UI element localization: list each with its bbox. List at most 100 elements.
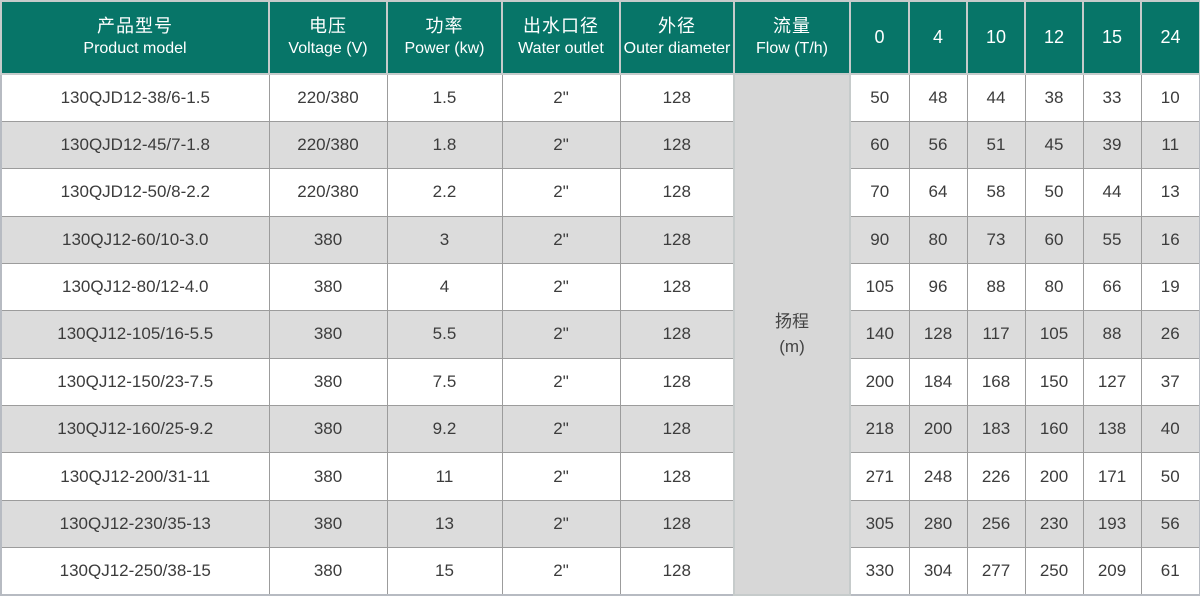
table-row: 130QJ12-200/31-11 380 11 2" 128 271 248 226 200 1… xyxy=(0,452,1200,501)
head-value-cell: 226 xyxy=(966,452,1026,501)
power-cell: 3 xyxy=(386,215,503,264)
model-cell: 130QJ12-80/12-4.0 xyxy=(0,262,270,312)
head-value-cell: 56 xyxy=(908,120,968,170)
head-value-cell: 64 xyxy=(908,168,968,217)
voltage-cell: 380 xyxy=(268,499,388,549)
head-value-cell: 280 xyxy=(908,499,968,549)
power-cell: 11 xyxy=(386,452,503,501)
head-value-cell: 128 xyxy=(908,310,968,359)
head-value-cell: 200 xyxy=(1024,452,1084,501)
col-header-outer: 外径 Outer diameter xyxy=(619,0,735,75)
model-cell: 130QJ12-250/38-15 xyxy=(0,547,270,596)
outlet-cell: 2" xyxy=(501,452,621,501)
table-row: 130QJ12-60/10-3.0 380 3 2" 128 90 80 73 60 55 16 xyxy=(0,215,1200,264)
outer-diameter-cell: 128 xyxy=(619,168,735,217)
power-cell: 2.2 xyxy=(386,168,503,217)
power-cell: 5.5 xyxy=(386,310,503,359)
head-value-cell: 48 xyxy=(908,73,968,122)
head-value-cell: 38 xyxy=(1024,73,1084,122)
power-cell: 9.2 xyxy=(386,405,503,454)
outlet-cell: 2" xyxy=(501,310,621,359)
model-cell: 130QJD12-38/6-1.5 xyxy=(0,73,270,122)
outer-diameter-cell: 128 xyxy=(619,405,735,454)
outer-diameter-cell: 128 xyxy=(619,262,735,312)
head-value-cell: 33 xyxy=(1082,73,1142,122)
outlet-cell: 2" xyxy=(501,262,621,312)
head-value-cell: 37 xyxy=(1140,357,1200,407)
col-header-model-en: Product model xyxy=(83,39,187,57)
col-header-outlet-en: Water outlet xyxy=(518,39,604,57)
head-value-cell: 200 xyxy=(908,405,968,454)
head-value-cell: 277 xyxy=(966,547,1026,596)
col-header-flow-rate-15: 15 xyxy=(1082,0,1142,75)
col-header-flow-rate-24: 24 xyxy=(1140,0,1200,75)
head-value-cell: 58 xyxy=(966,168,1026,217)
col-header-flow-zh: 流量 xyxy=(773,16,811,37)
outer-diameter-cell: 128 xyxy=(619,310,735,359)
col-header-flow-rate-10: 10 xyxy=(966,0,1026,75)
outlet-cell: 2" xyxy=(501,357,621,407)
head-value-cell: 51 xyxy=(966,120,1026,170)
head-value-cell: 250 xyxy=(1024,547,1084,596)
head-value-cell: 26 xyxy=(1140,310,1200,359)
head-value-cell: 73 xyxy=(966,215,1026,264)
head-value-cell: 70 xyxy=(849,168,910,217)
outlet-cell: 2" xyxy=(501,120,621,170)
model-cell: 130QJ12-105/16-5.5 xyxy=(0,310,270,359)
power-cell: 15 xyxy=(386,547,503,596)
head-value-cell: 271 xyxy=(849,452,910,501)
head-value-cell: 256 xyxy=(966,499,1026,549)
col-header-outlet-zh: 出水口径 xyxy=(523,16,599,37)
col-header-power-zh: 功率 xyxy=(425,16,464,37)
head-value-cell: 16 xyxy=(1140,215,1200,264)
head-value-cell: 184 xyxy=(908,357,968,407)
head-value-cell: 55 xyxy=(1082,215,1142,264)
power-cell: 7.5 xyxy=(386,357,503,407)
head-value-cell: 44 xyxy=(966,73,1026,122)
table-row: 130QJ12-230/35-13 380 13 2" 128 305 280 256 230 1… xyxy=(0,499,1200,549)
col-header-model-zh: 产品型号 xyxy=(97,16,173,37)
head-value-cell: 230 xyxy=(1024,499,1084,549)
head-value-cell: 44 xyxy=(1082,168,1142,217)
table-header: 产品型号 Product model 电压 Voltage (V) 功率 Power (k… xyxy=(0,0,1200,75)
outer-diameter-cell: 128 xyxy=(619,357,735,407)
head-value-cell: 305 xyxy=(849,499,910,549)
head-value-cell: 56 xyxy=(1140,499,1200,549)
model-cell: 130QJD12-50/8-2.2 xyxy=(0,168,270,217)
col-header-flow-en: Flow (T/h) xyxy=(756,39,828,57)
head-value-cell: 50 xyxy=(1140,452,1200,501)
voltage-cell: 380 xyxy=(268,357,388,407)
voltage-cell: 380 xyxy=(268,405,388,454)
col-header-voltage-zh: 电压 xyxy=(309,16,347,37)
head-value-cell: 90 xyxy=(849,215,910,264)
head-value-cell: 105 xyxy=(1024,310,1084,359)
col-header-power: 功率 Power (kw) xyxy=(386,0,503,75)
model-cell: 130QJ12-160/25-9.2 xyxy=(0,405,270,454)
col-header-flow-rate-0: 0 xyxy=(849,0,910,75)
head-value-cell: 105 xyxy=(849,262,910,312)
outlet-cell: 2" xyxy=(501,405,621,454)
power-cell: 4 xyxy=(386,262,503,312)
head-value-cell: 304 xyxy=(908,547,968,596)
head-value-cell: 171 xyxy=(1082,452,1142,501)
table-row: 130QJ12-160/25-9.2 380 9.2 2" 128 218 200 183 16… xyxy=(0,405,1200,454)
power-cell: 1.5 xyxy=(386,73,503,122)
voltage-cell: 220/380 xyxy=(268,168,388,217)
head-value-cell: 19 xyxy=(1140,262,1200,312)
table-row: 130QJD12-38/6-1.5 220/380 1.5 2" 128 扬程 (m) 50 4… xyxy=(0,73,1200,596)
outlet-cell: 2" xyxy=(501,499,621,549)
table-row: 130QJ12-150/23-7.5 380 7.5 2" 128 200 184 168 15… xyxy=(0,357,1200,407)
table-row: 130QJ12-80/12-4.0 380 4 2" 128 105 96 88 80 66 19 xyxy=(0,262,1200,312)
voltage-cell: 380 xyxy=(268,215,388,264)
table-row: 130QJ12-105/16-5.5 380 5.5 2" 128 140 128 117 10… xyxy=(0,310,1200,359)
table-row: 130QJD12-45/7-1.8 220/380 1.8 2" 128 60 56 51 45… xyxy=(0,120,1200,170)
head-value-cell: 50 xyxy=(849,73,910,122)
head-value-cell: 10 xyxy=(1140,73,1200,122)
head-value-cell: 138 xyxy=(1082,405,1142,454)
head-value-cell: 193 xyxy=(1082,499,1142,549)
col-header-power-en: Power (kw) xyxy=(404,39,485,57)
head-value-cell: 200 xyxy=(849,357,910,407)
model-cell: 130QJ12-230/35-13 xyxy=(0,499,270,549)
